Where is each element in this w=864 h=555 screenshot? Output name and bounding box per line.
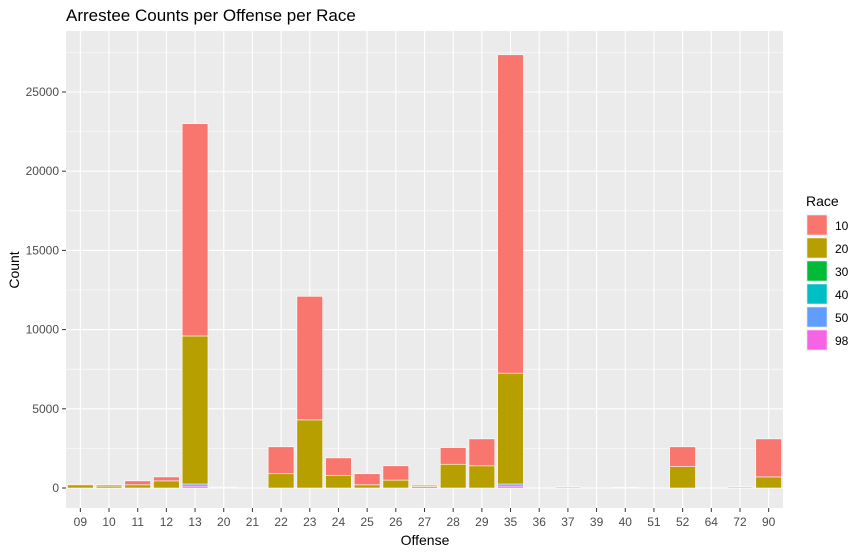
bar-segment-35-race-50 [497, 483, 524, 487]
legend-label-98: 98 [835, 334, 849, 348]
bar-segment-90-race-10 [755, 438, 782, 478]
bar-segment-13-race-50 [181, 483, 209, 487]
bar-segment-28-race-20 [439, 463, 467, 489]
bar-segment-11-race-10 [124, 480, 151, 486]
bar-segment-24-race-10 [325, 457, 352, 476]
x-tick-label: 90 [762, 515, 776, 529]
plot-panel: 0 5000 10000 15000 20000 25000 09 10 11 12 13 20 21 2… [26, 31, 783, 529]
bar-segment-26-race-10 [382, 465, 410, 481]
bar-segment-24-race-20 [325, 475, 352, 489]
bar-segment-52-race-20 [669, 466, 696, 489]
x-tick-label: 27 [418, 515, 432, 529]
x-tick-label: 13 [188, 515, 202, 529]
x-tick-label: 37 [561, 515, 575, 529]
legend-swatch-20 [806, 237, 828, 259]
legend-title: Race [806, 193, 839, 209]
bar-segment-09-race-10 [67, 483, 94, 486]
legend-label-20: 20 [835, 242, 849, 256]
bar-segment-10-race-10 [95, 484, 123, 487]
x-tick-label: 28 [447, 515, 461, 529]
bar-segment-90-race-20 [755, 476, 782, 489]
legend-label-50: 50 [835, 311, 849, 325]
bar-segment-35-race-10 [497, 54, 524, 374]
bar-segment-11-race-20 [124, 484, 151, 489]
bar-segment-13-race-10 [181, 123, 209, 337]
x-tick-label: 64 [705, 515, 719, 529]
bar-segment-22-race-10 [267, 446, 295, 475]
x-tick-label: 25 [360, 515, 374, 529]
bar-segment-12-race-20 [153, 480, 180, 489]
y-tick-label: 25000 [26, 85, 60, 99]
y-axis-title: Count [6, 251, 22, 288]
bar-segment-26-race-20 [382, 479, 410, 489]
x-tick-label: 35 [504, 515, 518, 529]
bar-segment-40-race-10 [612, 487, 639, 489]
legend-swatch-40 [806, 283, 828, 305]
bar-segment-29-race-10 [468, 438, 496, 467]
legend: Race 10 20 30 40 50 98 [806, 193, 849, 351]
bar-segment-23-race-10 [296, 296, 323, 421]
bar-segment-37-race-10 [554, 486, 582, 488]
x-tick-label: 12 [160, 515, 174, 529]
x-tick-label: 40 [619, 515, 633, 529]
x-tick-label: 36 [533, 515, 547, 529]
x-tick-label: 26 [389, 515, 403, 529]
bar-segment-72-race-10 [726, 486, 754, 488]
x-tick-label: 23 [303, 515, 317, 529]
chart-title: Arrestee Counts per Offense per Race [66, 6, 356, 25]
bar-segment-27-race-10 [411, 484, 438, 487]
y-tick-label: 0 [52, 481, 59, 495]
legend-swatch-98 [806, 329, 828, 351]
x-tick-label: 09 [74, 515, 88, 529]
x-tick-label: 51 [647, 515, 661, 529]
legend-label-40: 40 [835, 288, 849, 302]
bar-segment-25-race-10 [353, 473, 381, 486]
bar-segment-28-race-10 [439, 447, 467, 465]
legend-swatch-10 [806, 214, 828, 236]
x-tick-label: 39 [590, 515, 604, 529]
x-tick-label: 21 [246, 515, 260, 529]
x-tick-label: 24 [332, 515, 346, 529]
bar-segment-22-race-20 [267, 473, 295, 489]
bar-segment-12-race-10 [153, 476, 180, 482]
bar-segment-23-race-20 [296, 419, 323, 489]
x-tick-label: 20 [217, 515, 231, 529]
bar-segment-20-race-10 [210, 486, 237, 488]
x-axis-title: Offense [401, 532, 450, 548]
legend-swatch-50 [806, 306, 828, 328]
x-tick-label: 52 [676, 515, 690, 529]
bar-segment-25-race-20 [353, 484, 381, 489]
bar-segment-35-race-20 [497, 372, 524, 485]
x-tick-label: 72 [733, 515, 747, 529]
legend-label-30: 30 [835, 265, 849, 279]
bar-segment-09-race-20 [67, 484, 94, 489]
bar-segment-52-race-10 [669, 446, 696, 467]
bar-segment-13-race-20 [181, 335, 209, 485]
bar-segment-29-race-20 [468, 465, 496, 489]
y-tick-label: 5000 [32, 402, 59, 416]
x-tick-label: 29 [475, 515, 489, 529]
y-tick-label: 20000 [26, 164, 60, 178]
x-tick-label: 10 [102, 515, 116, 529]
legend-label-10: 10 [835, 219, 849, 233]
x-tick-label: 22 [274, 515, 288, 529]
y-tick-label: 10000 [26, 323, 60, 337]
y-tick-label: 15000 [26, 243, 60, 257]
legend-swatch-30 [806, 260, 828, 282]
x-tick-label: 11 [131, 515, 144, 529]
